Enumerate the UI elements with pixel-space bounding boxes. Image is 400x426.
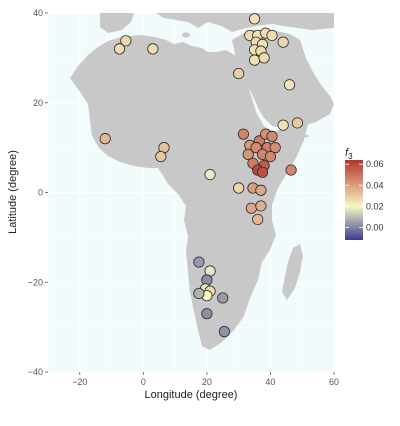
- sample-point: [277, 36, 289, 48]
- sample-point: [266, 29, 278, 42]
- sample-point: [264, 151, 277, 163]
- y-tick-label: 40: [33, 8, 43, 18]
- sample-point: [201, 308, 213, 320]
- x-axis-label: Longitude (degree): [145, 389, 238, 401]
- sample-point: [256, 166, 269, 178]
- x-tick-label: 20: [202, 377, 212, 387]
- sample-point: [218, 326, 230, 338]
- legend-color-bar: [345, 160, 363, 240]
- sample-point: [248, 13, 261, 25]
- sample-point: [283, 79, 296, 91]
- legend-tick-label: 0.04: [366, 180, 384, 190]
- sample-point: [252, 213, 264, 226]
- x-tick-label: 40: [265, 377, 275, 387]
- y-tick-label: −40: [28, 367, 43, 377]
- x-tick-label: −20: [72, 377, 87, 387]
- sample-point: [233, 67, 245, 80]
- sample-point: [120, 35, 132, 47]
- sample-point: [248, 54, 261, 66]
- sample-point: [255, 184, 267, 196]
- y-tick-label: 0: [38, 188, 43, 198]
- legend-title-subscript: 3: [348, 152, 353, 161]
- y-tick-label: −20: [28, 277, 43, 287]
- sample-point: [269, 142, 281, 154]
- legend-tick-label: 0.00: [366, 222, 384, 232]
- sample-point: [266, 130, 278, 143]
- sample-point: [217, 292, 229, 304]
- europe-east-landmass: [156, 13, 334, 32]
- europe-landmass: [100, 13, 134, 33]
- sample-point: [258, 52, 270, 64]
- sample-point: [285, 164, 297, 176]
- x-tick-label: 60: [329, 377, 339, 387]
- sample-point: [245, 202, 257, 214]
- sample-point: [147, 43, 159, 55]
- y-tick-label: 20: [33, 98, 43, 108]
- sample-point: [204, 168, 216, 181]
- sample-point: [291, 117, 304, 129]
- legend-ticks: 0.00 0.02 0.04 0.06: [345, 159, 384, 232]
- sample-point: [193, 256, 205, 268]
- sample-points: [99, 13, 304, 338]
- sample-point: [155, 151, 167, 163]
- legend-title-symbol: f: [345, 147, 349, 159]
- island-socotra: [303, 134, 309, 138]
- x-tick-label: 0: [141, 377, 146, 387]
- sample-point: [99, 133, 111, 145]
- sample-point: [233, 182, 245, 194]
- legend-title: f3: [345, 147, 353, 161]
- sample-point: [237, 128, 250, 140]
- y-axis-label: Latitude (degree): [7, 150, 19, 234]
- legend-tick-label: 0.06: [366, 159, 384, 169]
- legend-tick-label: 0.02: [366, 201, 384, 211]
- axes: −20 0 20 40 60 −40 −20 0 20 40: [28, 8, 339, 387]
- island-sicily: [182, 32, 190, 38]
- madagascar-landmass: [282, 244, 303, 300]
- sample-point: [113, 43, 126, 55]
- africa-landmass: [70, 35, 308, 350]
- sample-point: [242, 148, 254, 160]
- sample-point: [277, 119, 289, 131]
- colorbar-legend: f3 0.00 0.02 0.04 0.06: [345, 147, 384, 240]
- sample-point: [255, 200, 267, 212]
- sample-point: [193, 287, 205, 300]
